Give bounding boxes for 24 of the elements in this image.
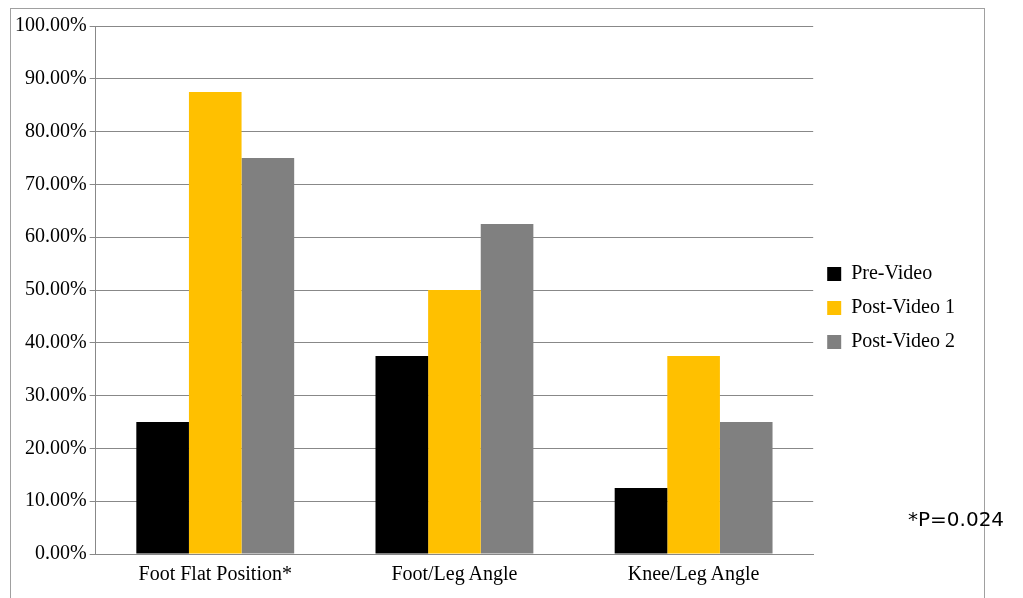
x-tick-label: Foot Flat Position*: [138, 562, 292, 585]
x-tick-label: Foot/Leg Angle: [391, 562, 518, 586]
bar: [614, 488, 668, 554]
legend-label: Post-Video 2: [851, 329, 956, 352]
legend-label: Post-Video 1: [851, 295, 956, 318]
y-tick-label: 0.00%: [34, 541, 87, 564]
x-tick-label: Knee/Leg Angle: [627, 562, 760, 586]
y-tick-label: 30.00%: [24, 382, 87, 405]
bar: [188, 92, 242, 554]
y-tick-label: 60.00%: [24, 224, 87, 247]
legend-label: Pre-Video: [851, 261, 933, 284]
y-tick-label: 80.00%: [24, 118, 87, 141]
bar: [136, 422, 189, 554]
bar: [667, 356, 720, 554]
y-tick-label: 50.00%: [24, 277, 87, 300]
bar: [428, 290, 481, 554]
y-tick-label: 10.00%: [24, 488, 87, 511]
y-tick-label: 100.00%: [14, 13, 87, 36]
y-tick-label: 90.00%: [24, 66, 87, 89]
bar: [375, 356, 429, 554]
text: *P=0.024: [908, 507, 1005, 532]
y-tick-label: 70.00%: [24, 171, 87, 194]
y-tick-label: 40.00%: [24, 330, 87, 353]
y-tick-label: 20.00%: [24, 435, 87, 458]
